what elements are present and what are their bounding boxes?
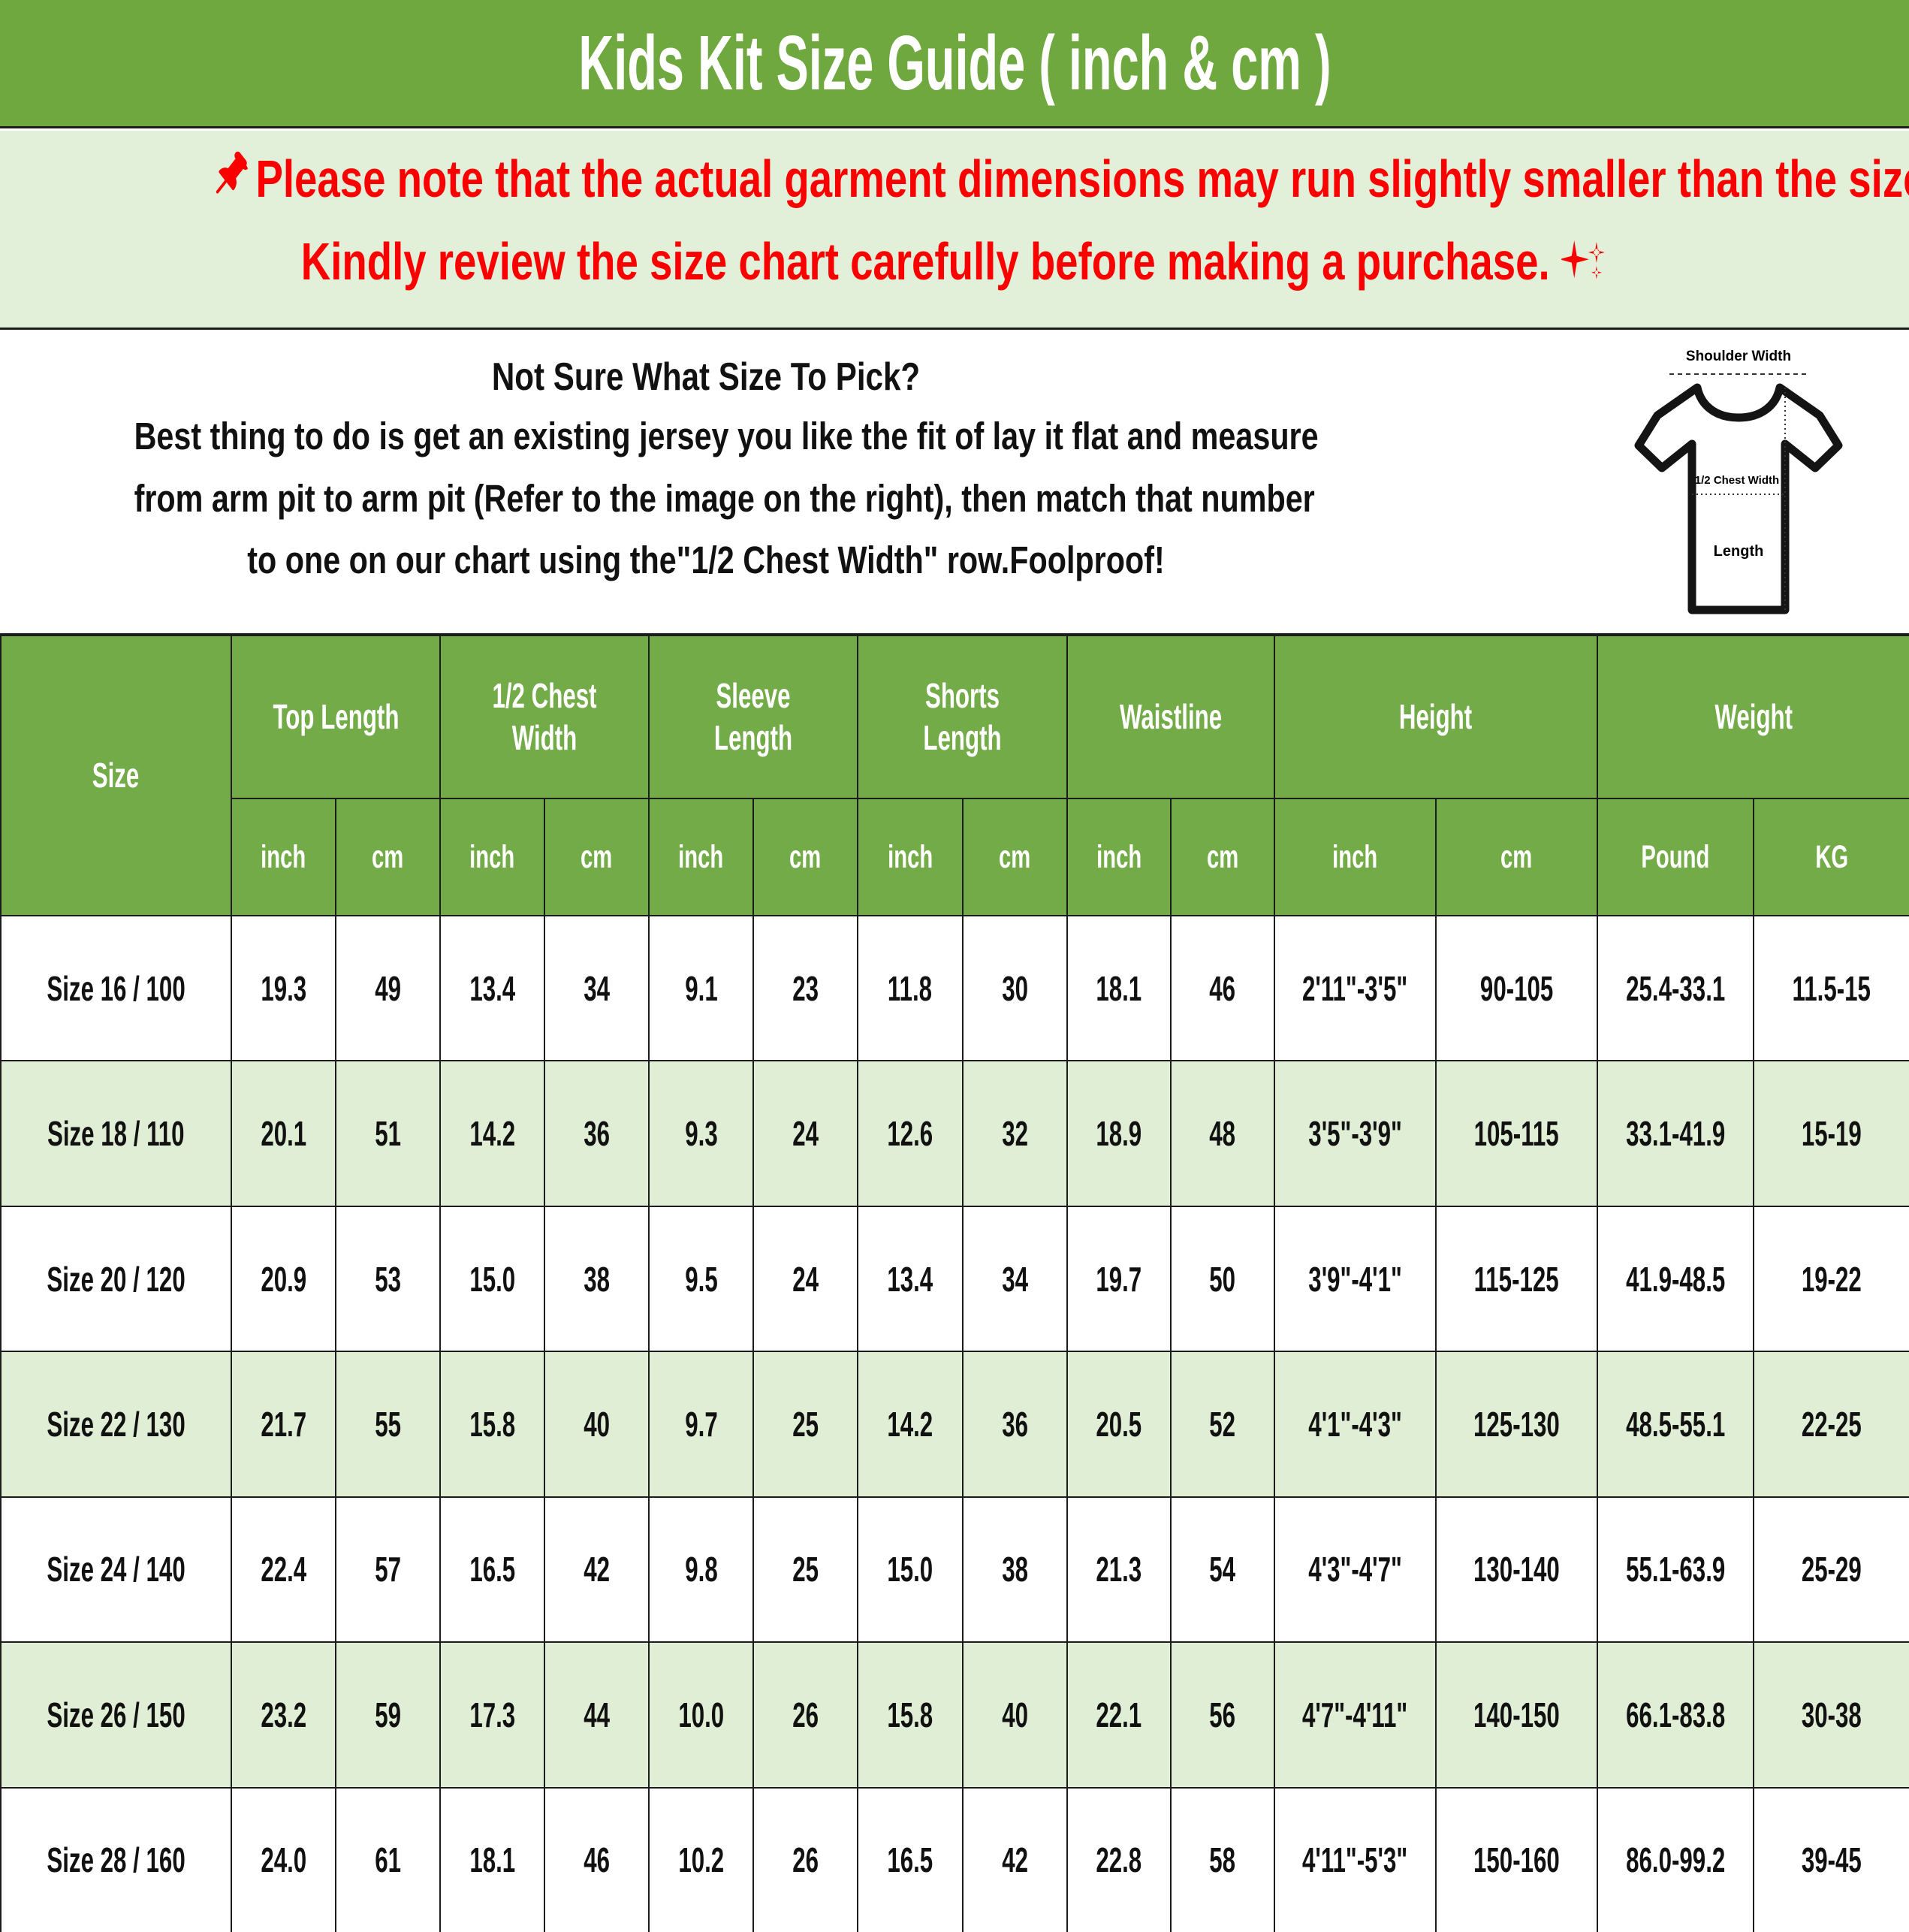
svg-text:1/2 Chest Width: 1/2 Chest Width [1695,474,1779,487]
svg-text:Shoulder Width: Shoulder Width [1686,349,1791,364]
svg-text:Length: Length [1714,543,1764,560]
